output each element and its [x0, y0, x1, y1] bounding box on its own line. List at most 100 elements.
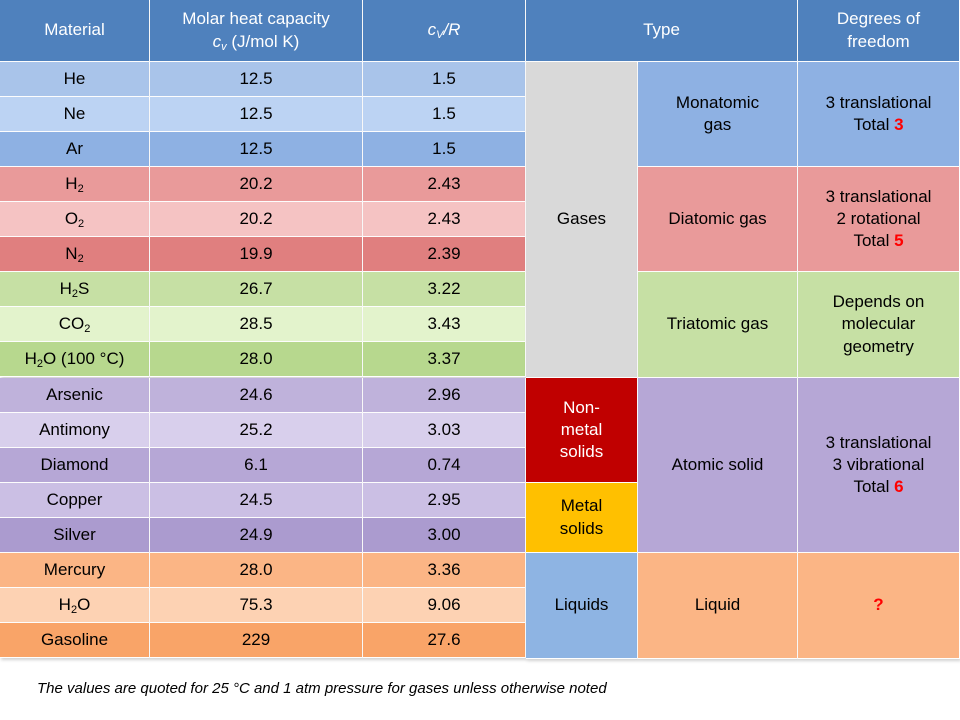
- cv-over-r-cell: 2.95: [363, 483, 526, 518]
- molar-heat-capacity-cell: 28.0: [150, 553, 363, 588]
- cv-over-r-value: 2.96: [427, 384, 461, 404]
- material-cell: CO2: [0, 307, 150, 342]
- header-molar-var: c: [212, 31, 222, 51]
- material-cell: N2: [0, 237, 150, 272]
- material-name-suffix: S: [78, 278, 90, 298]
- molar-heat-capacity-cell: 75.3: [150, 588, 363, 623]
- material-name-base: Ne: [63, 103, 86, 123]
- molar-heat-capacity-value: 75.3: [239, 594, 273, 614]
- material-cell: H2O: [0, 588, 150, 623]
- cv-over-r-cell: 3.03: [363, 413, 526, 448]
- molar-heat-capacity-cell: 6.1: [150, 448, 363, 483]
- molar-heat-capacity-value: 229: [241, 629, 271, 649]
- header-dof-label: Degrees of freedom: [836, 9, 921, 51]
- cv-over-r-value: 3.03: [427, 419, 461, 439]
- material-name-base: CO: [58, 313, 85, 333]
- phase-metal-label: Metal solids: [559, 496, 604, 538]
- phase-metal-solids: Metal solids: [526, 483, 638, 553]
- cv-over-r-value: 3.37: [427, 348, 461, 368]
- type-diatomic-gas: Diatomic gas: [638, 167, 798, 272]
- dof-liquid: ?: [798, 553, 960, 659]
- header-molar-line2: cv (J/mol K): [213, 31, 300, 53]
- molar-heat-capacity-cell: 26.7: [150, 272, 363, 307]
- phase-gases: Gases: [526, 62, 638, 378]
- material-name-subscript: 2: [84, 322, 91, 335]
- dof-diatomic-desc: 3 translational 2 rotational Total: [825, 186, 932, 251]
- material-name-base: H: [65, 173, 78, 193]
- material-name: Ar: [66, 138, 83, 160]
- molar-heat-capacity-value: 19.9: [239, 243, 273, 263]
- cv-over-r-value: 1.5: [432, 138, 456, 158]
- material-name-base: He: [63, 68, 86, 88]
- material-name: O2: [65, 208, 84, 230]
- cv-over-r-value: 3.36: [427, 559, 461, 579]
- material-name-base: Diamond: [40, 454, 109, 474]
- material-name: N2: [65, 243, 83, 265]
- header-material: Material: [0, 0, 150, 62]
- dof-liquid-total: ?: [873, 595, 884, 615]
- material-name-base: N: [65, 243, 78, 263]
- molar-heat-capacity-cell: 12.5: [150, 62, 363, 97]
- cv-over-r-cell: 3.36: [363, 553, 526, 588]
- material-name-base: Mercury: [43, 559, 106, 579]
- molar-heat-capacity-cell: 24.5: [150, 483, 363, 518]
- molar-heat-capacity-value: 12.5: [239, 68, 273, 88]
- phase-nonmetal-solids: Non- metal solids: [526, 378, 638, 483]
- material-cell: Arsenic: [0, 378, 150, 413]
- header-ratio-var: c: [427, 20, 437, 40]
- material-name-suffix: O (100 °C): [42, 348, 125, 368]
- molar-heat-capacity-cell: 19.9: [150, 237, 363, 272]
- dof-monatomic: 3 translational Total 3: [798, 62, 960, 167]
- material-cell: Gasoline: [0, 623, 150, 658]
- material-name: H2O (100 °C): [25, 348, 125, 370]
- material-name-base: H: [24, 348, 37, 368]
- phase-liquids-label: Liquids: [554, 595, 609, 615]
- dof-atomic-solid: 3 translational 3 vibrational Total 6: [798, 378, 960, 553]
- header-degrees-of-freedom: Degrees of freedom: [798, 0, 960, 62]
- material-cell: Antimony: [0, 413, 150, 448]
- material-name-suffix: O: [77, 594, 91, 614]
- molar-heat-capacity-value: 28.5: [239, 313, 273, 333]
- dof-atomic-desc: 3 translational 3 vibrational Total: [825, 432, 932, 497]
- type-monatomic-label: Monatomic gas: [675, 92, 760, 134]
- header-molar-line1: Molar heat capacity: [182, 9, 330, 29]
- molar-heat-capacity-value: 20.2: [239, 173, 273, 193]
- molar-heat-capacity-value: 24.9: [239, 524, 273, 544]
- material-name: H2S: [60, 278, 90, 300]
- molar-heat-capacity-value: 28.0: [239, 559, 273, 579]
- material-name: Gasoline: [41, 629, 108, 651]
- dof-monatomic-text: 3 translational Total 3: [826, 92, 932, 136]
- header-material-label: Material: [44, 20, 105, 40]
- header-molar-heat-capacity: Molar heat capacity cv (J/mol K): [150, 0, 363, 62]
- molar-heat-capacity-value: 12.5: [239, 138, 273, 158]
- material-name-subscript: 2: [36, 357, 43, 370]
- material-name: Antimony: [39, 419, 110, 441]
- material-name-base: H: [59, 278, 72, 298]
- material-name-base: Antimony: [39, 419, 110, 439]
- material-name-base: H: [58, 594, 71, 614]
- material-cell: Mercury: [0, 553, 150, 588]
- molar-heat-capacity-value: 24.5: [239, 489, 273, 509]
- cv-over-r-cell: 27.6: [363, 623, 526, 658]
- dof-diatomic: 3 translational 2 rotational Total 5: [798, 167, 960, 272]
- cv-over-r-cell: 1.5: [363, 62, 526, 97]
- molar-heat-capacity-value: 24.6: [239, 384, 273, 404]
- material-cell: H2: [0, 167, 150, 202]
- type-diatomic-label: Diatomic gas: [668, 208, 767, 228]
- molar-heat-capacity-value: 28.0: [239, 348, 273, 368]
- material-name: H2O: [59, 594, 91, 616]
- cv-over-r-cell: 2.43: [363, 167, 526, 202]
- cv-over-r-cell: 1.5: [363, 132, 526, 167]
- material-name-subscript: 2: [78, 217, 85, 230]
- cv-over-r-cell: 2.39: [363, 237, 526, 272]
- material-name-base: Silver: [53, 524, 96, 544]
- molar-heat-capacity-cell: 28.0: [150, 342, 363, 377]
- material-name: Diamond: [40, 454, 108, 476]
- molar-heat-capacity-value: 6.1: [244, 454, 268, 474]
- material-cell: He: [0, 62, 150, 97]
- cv-over-r-cell: 9.06: [363, 588, 526, 623]
- cv-over-r-value: 2.95: [427, 489, 461, 509]
- material-cell: Diamond: [0, 448, 150, 483]
- molar-heat-capacity-value: 12.5: [239, 103, 273, 123]
